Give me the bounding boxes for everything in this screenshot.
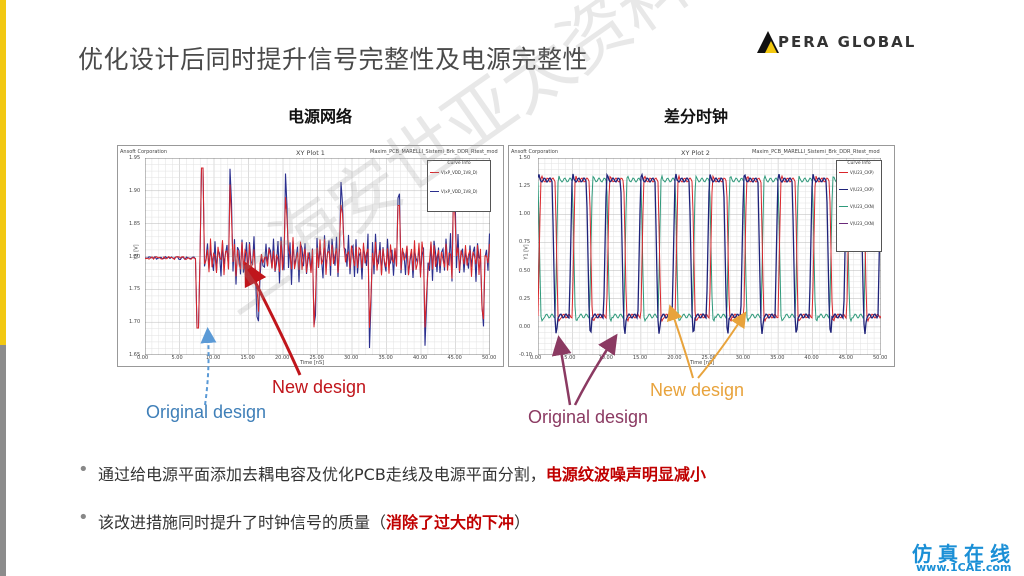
- left-original-arrow: [200, 327, 217, 406]
- bullet-dot: •: [78, 507, 89, 528]
- left-x-tick-label: 10.00: [206, 355, 221, 361]
- right-y-tick-label: 1.50: [519, 155, 531, 161]
- right-legend-item: V(U23_CKP): [837, 187, 881, 192]
- left-y-tick-label: 1.85: [129, 220, 141, 227]
- bullet-dot: •: [78, 459, 89, 480]
- left-x-tick-label: 50.00: [482, 355, 497, 361]
- right-x-tick-label: 50.00: [873, 355, 888, 361]
- right-legend-item: V(U23_CKN): [837, 221, 881, 226]
- right-original-arrow-1: [551, 335, 572, 406]
- right-x-tick-label: 15.00: [632, 355, 648, 361]
- left-legend-item: V(xP_VDD_1V8_D): [428, 189, 490, 194]
- left-y-tick-label: 1.75: [129, 286, 141, 293]
- left-y-tick-label: 1.65: [129, 352, 141, 358]
- left-x-tick-label: 40.00: [413, 355, 428, 361]
- right-plot-company: Ansoft Corporation: [511, 149, 559, 155]
- right-x-tick-label: 10.00: [598, 355, 613, 361]
- right-y-tick-label: -0.10: [519, 352, 532, 358]
- left-x-tick-label: 20.00: [275, 355, 290, 361]
- left-legend-title: Curve Info: [447, 161, 471, 166]
- bullet-2: 该改进措施同时提升了时钟信号的质量（消除了过大的下冲）: [98, 513, 531, 532]
- right-y-tick-label: 0.75: [519, 239, 531, 246]
- left-x-tick-label: 30.00: [344, 355, 359, 361]
- left-legend: Curve Info V(xP_VDD_1V8_D) V(xP_VDD_1V8_…: [427, 160, 491, 212]
- left-x-tick-label: 15.00: [240, 355, 255, 361]
- right-x-tick-label: 45.00: [838, 355, 854, 361]
- right-original-arrow-2: [573, 333, 618, 406]
- right-x-tick-label: 35.00: [770, 355, 785, 361]
- bullet-1: 通过给电源平面添加去耦电容及优化PCB走线及电源平面分割，电源纹波噪声明显减小: [98, 465, 706, 484]
- right-new-design-label: New design: [650, 380, 745, 400]
- bullet-1-highlight: 电源纹波噪声明显减小: [545, 465, 706, 484]
- corner-watermark-url: www.1CAE.com: [916, 561, 1012, 574]
- pera-global-logo: [757, 31, 779, 53]
- left-plot-design-name: Maxim_PCB_MARELLI_Sistemi_Brk_DDR_Rtest_…: [370, 149, 498, 155]
- left-x-tick-label: 45.00: [447, 355, 462, 361]
- left-plot-company: Ansoft Corporation: [120, 149, 168, 155]
- left-x-tick-label: 5.00: [171, 355, 183, 361]
- right-legend-item: V(U23_CKN): [837, 204, 881, 209]
- left-new-trace: [145, 167, 490, 329]
- right-new-arrow-2: [697, 311, 747, 379]
- right-plot-name: XY Plot 2: [681, 149, 710, 157]
- left-new-design-label: New design: [272, 377, 367, 397]
- right-y-tick-label: 0.50: [519, 267, 531, 274]
- bullet-2-highlight: 消除了过大的下冲: [386, 513, 515, 532]
- right-x-tick-label: 40.00: [804, 355, 819, 361]
- left-legend-item: V(xP_VDD_1V8_D): [428, 170, 490, 175]
- right-plot-area: [538, 158, 881, 355]
- right-new-trace-p: [538, 174, 881, 323]
- left-x-tick-label: 35.00: [378, 355, 393, 361]
- right-x-tick-label: 5.00: [564, 355, 576, 361]
- right-x-tick-label: 30.00: [735, 355, 751, 361]
- right-y-tick-label: 1.00: [519, 211, 531, 218]
- right-plot-heading: 差分时钟: [664, 107, 729, 126]
- left-plot-name: XY Plot 1: [296, 149, 325, 157]
- right-legend: Curve Info V(U23_CKP) V(U23_CKP) V(U23_C…: [836, 160, 882, 252]
- left-new-arrow: [244, 261, 302, 376]
- right-plot-design-name: Maxim_PCB_MARELLI_Sistemi_Brk_DDR_Rtest_…: [752, 149, 880, 155]
- left-y-tick-label: 1.70: [129, 319, 141, 326]
- left-x-tick-label: 25.00: [309, 355, 324, 361]
- left-xlabel: Time [nS]: [300, 360, 325, 366]
- left-x-tick-label: 0.00: [137, 355, 149, 361]
- right-y-tick-label: 0.25: [519, 295, 531, 302]
- right-x-tick-label: 0.00: [530, 355, 542, 361]
- left-y-tick-label: 1.90: [129, 187, 141, 194]
- right-x-tick-label: 20.00: [667, 355, 682, 361]
- logo-text: PERA GLOBAL: [778, 33, 917, 51]
- accent-bar-yellow: [0, 0, 6, 345]
- right-legend-item: V(U23_CKP): [837, 170, 881, 175]
- left-y-tick-label: 1.80: [129, 253, 141, 260]
- right-y-tick-label: 1.25: [519, 183, 531, 190]
- right-original-design-label: Original design: [528, 407, 649, 427]
- right-y-tick-label: 0.00: [519, 323, 531, 330]
- slide-title: 优化设计后同时提升信号完整性及电源完整性: [78, 45, 589, 74]
- right-x-tick-label: 25.00: [701, 355, 716, 361]
- right-original-trace: [538, 172, 881, 335]
- right-new-arrow-1: [667, 304, 694, 379]
- right-legend-title: Curve Info: [847, 161, 871, 166]
- corner-watermark-title: 仿真在线: [912, 542, 1016, 566]
- left-plot-heading: 电源网络: [288, 107, 353, 126]
- right-xlabel: Time [nS]: [690, 360, 715, 366]
- accent-bar-gray: [0, 345, 6, 576]
- left-original-design-label: Original design: [146, 402, 267, 422]
- left-y-tick-label: 1.95: [129, 155, 141, 161]
